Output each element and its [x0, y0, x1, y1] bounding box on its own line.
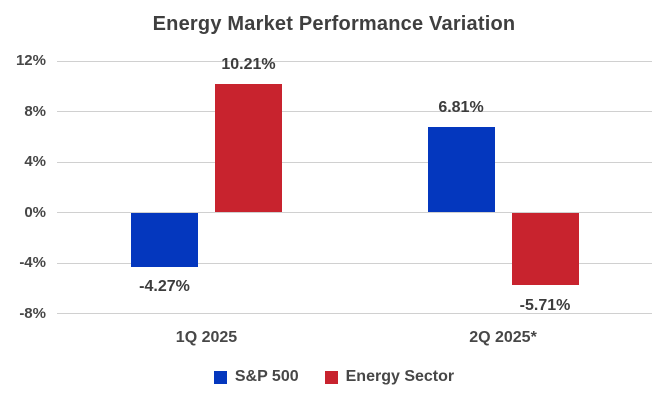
- data-label-6.81%: 6.81%: [438, 98, 484, 116]
- bar-energy-sector-1: [215, 83, 282, 213]
- gridline--4%: [57, 262, 652, 264]
- gridline--8%: [57, 313, 652, 314]
- energy-sector-legend-label: Energy Sector: [345, 368, 455, 385]
- bar-s-p-500-1: [131, 213, 198, 267]
- ytick-label-4%: 4%: [24, 153, 46, 170]
- chart-legend: S&P 500 Energy Sector: [0, 368, 668, 386]
- sp500-legend-label: S&P 500: [234, 368, 299, 385]
- bar-energy-sector-2: [511, 213, 579, 286]
- ytick-label-0%: 0%: [24, 203, 46, 221]
- gridline-8%: [57, 111, 652, 112]
- xtick-label-2Q-2025-: 2Q 2025*: [469, 329, 537, 346]
- data-label--5.71%: -5.71%: [519, 296, 571, 314]
- ytick-label-12%: 12%: [15, 52, 46, 69]
- gridline-4%: [57, 161, 652, 163]
- ytick-label--4%: -4%: [19, 254, 46, 271]
- data-label--4.27%: -4.27%: [139, 278, 190, 296]
- gridline-12%: [57, 60, 652, 62]
- energy-sector-legend-swatch: [324, 370, 338, 384]
- legend-item-energy-sector: Energy Sector: [324, 368, 455, 386]
- chart-title: Energy Market Performance Variation: [152, 13, 516, 35]
- gridline-0%: [57, 212, 652, 213]
- ytick-label-8%: 8%: [24, 102, 46, 120]
- data-label-10.21%: 10.21%: [221, 55, 276, 73]
- sp500-legend-swatch: [213, 370, 227, 384]
- legend-item-sp500: S&P 500: [213, 368, 299, 386]
- xtick-label-1Q-2025: 1Q 2025: [175, 329, 238, 346]
- bar-s-p-500-2: [427, 126, 495, 213]
- ytick-label--8%: -8%: [19, 304, 46, 322]
